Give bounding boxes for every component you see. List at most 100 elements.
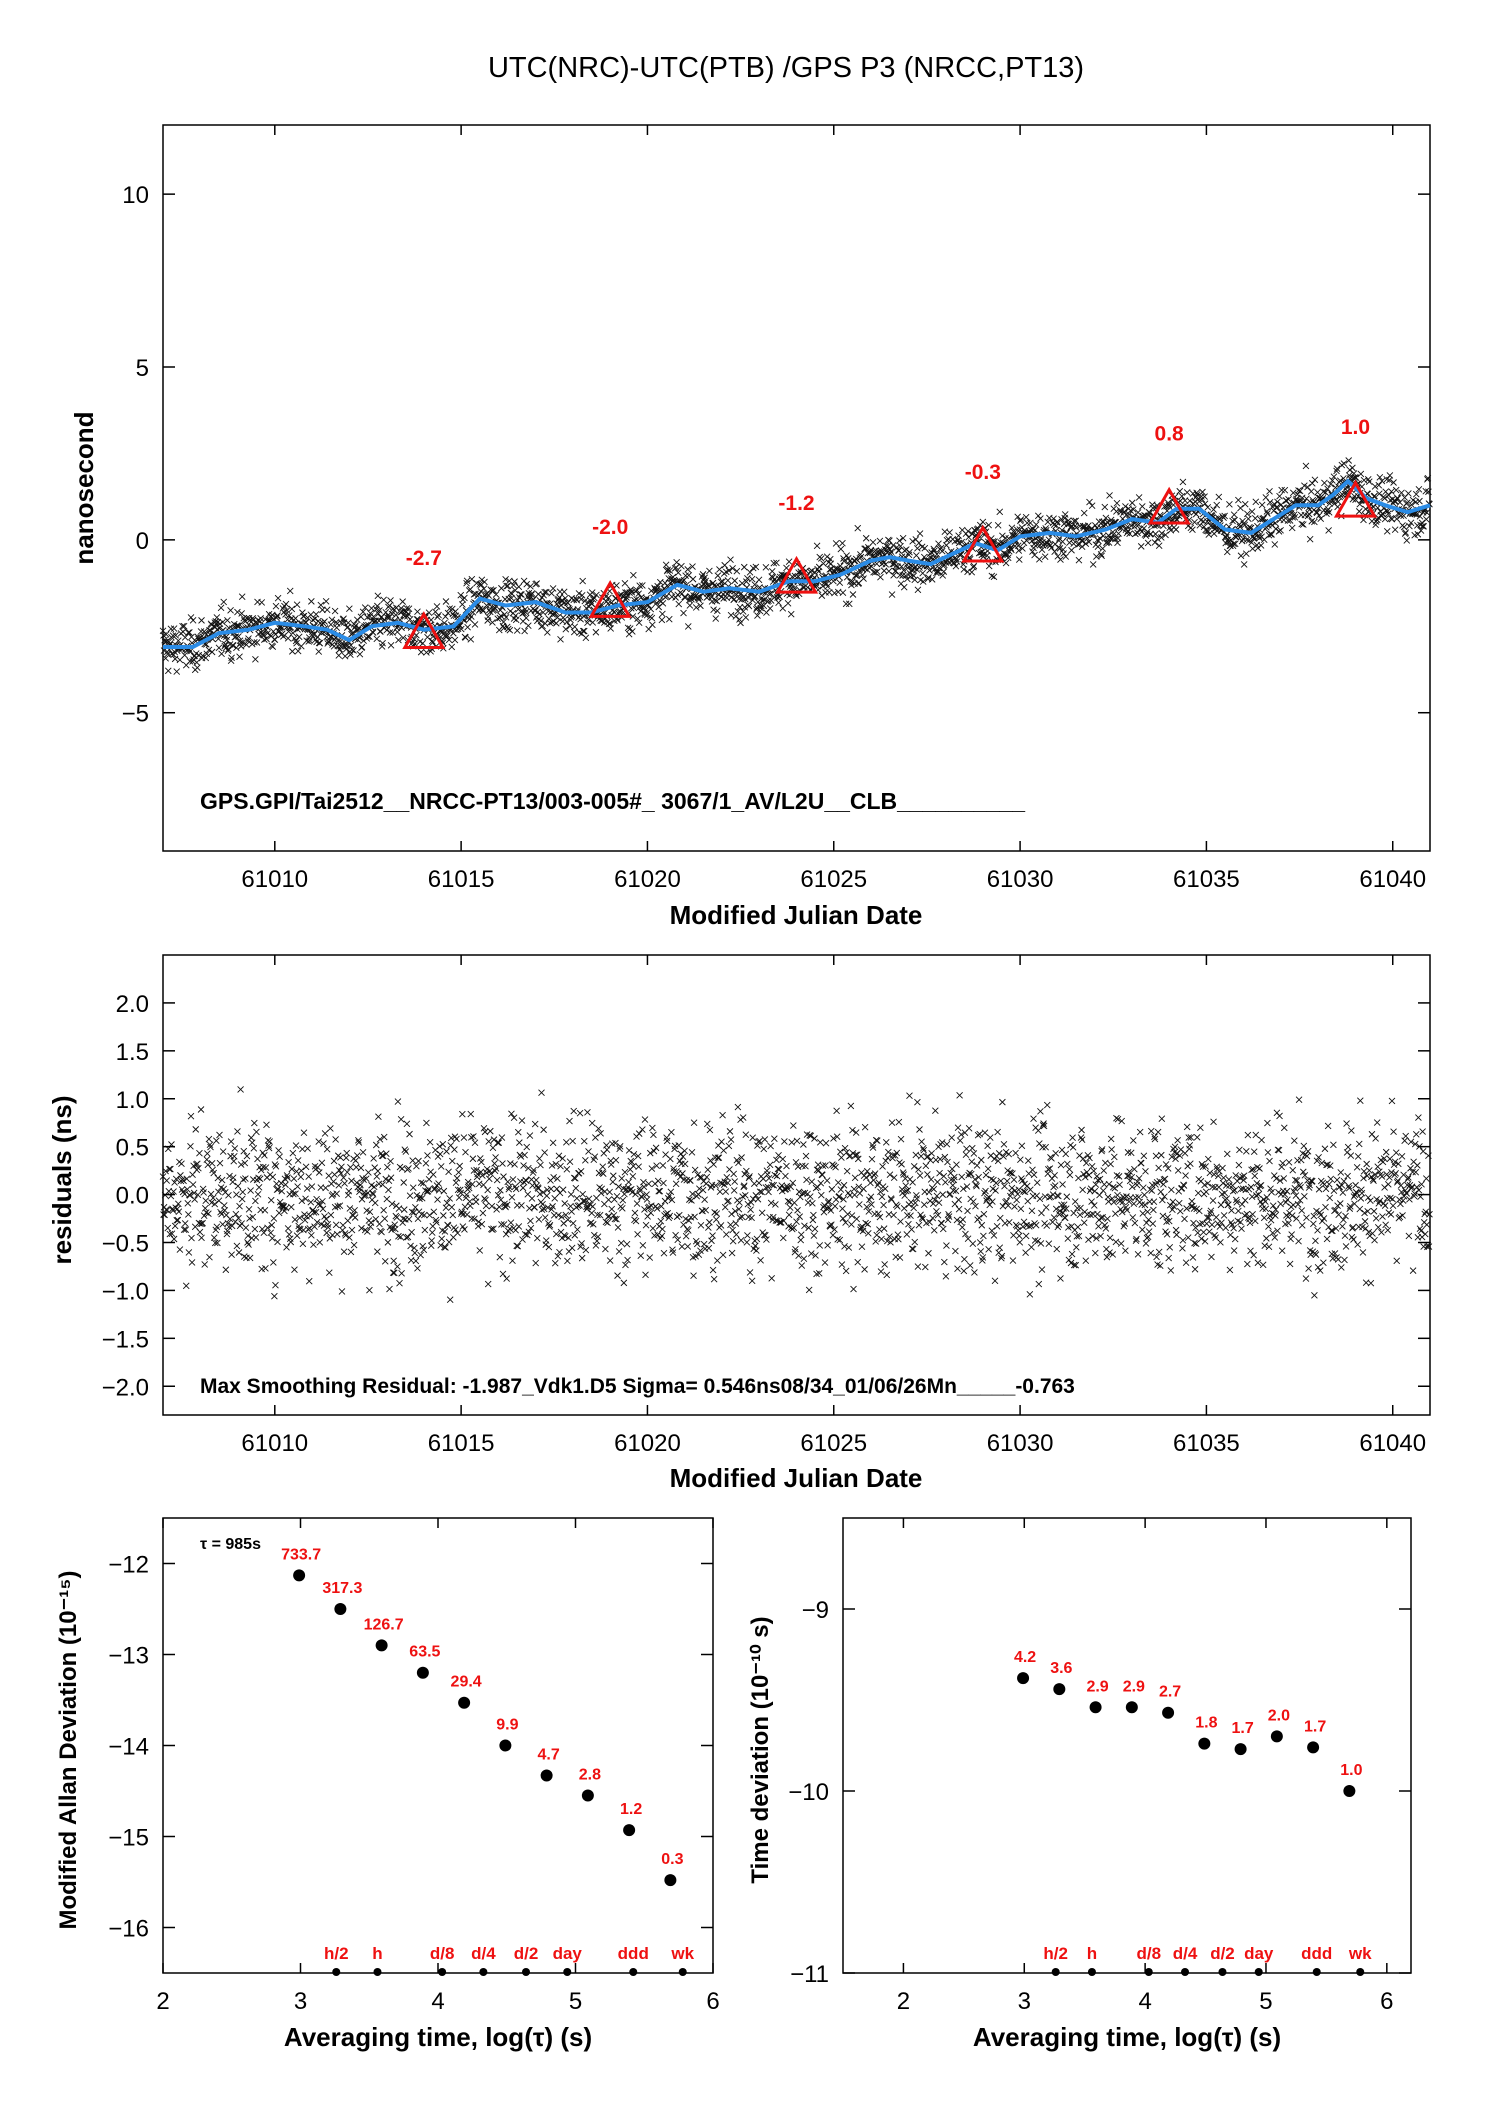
main-scatter-point bbox=[900, 583, 908, 591]
residuals-scatter-point bbox=[955, 1205, 963, 1213]
residuals-scatter-point bbox=[1265, 1223, 1272, 1230]
mdev-interval-markers: h/2 h d/8 d/4 d/2 day ddd wk bbox=[324, 1944, 695, 1976]
residuals-scatter-point bbox=[518, 1202, 525, 1209]
residuals-scatter-point bbox=[709, 1266, 717, 1274]
residuals-scatter-point bbox=[843, 1167, 851, 1175]
residuals-scatter-point bbox=[1246, 1219, 1254, 1227]
main-scatter-point bbox=[840, 557, 848, 565]
main-scatter-point bbox=[442, 613, 449, 620]
main-scatter-point bbox=[985, 562, 993, 570]
main-scatter-point bbox=[1075, 556, 1083, 564]
residuals-scatter-point bbox=[461, 1226, 468, 1233]
residuals-scatter-point bbox=[715, 1154, 723, 1161]
residuals-scatter-point bbox=[1071, 1198, 1079, 1205]
residuals-scatter-point bbox=[1326, 1194, 1334, 1202]
main-marker-label: -0.3 bbox=[965, 461, 1001, 484]
main-scatter-point bbox=[739, 608, 747, 615]
residuals-scatter-point bbox=[675, 1211, 683, 1219]
main-scatter-point bbox=[560, 588, 568, 596]
residuals-scatter-point bbox=[943, 1242, 950, 1249]
residuals-scatter-point bbox=[1312, 1237, 1319, 1245]
residuals-scatter-point bbox=[173, 1217, 181, 1224]
residuals-scatter-point bbox=[1042, 1143, 1049, 1151]
main-scatter-point bbox=[1137, 543, 1145, 550]
residuals-scatter-point bbox=[345, 1187, 353, 1195]
residuals-scatter-point bbox=[1176, 1152, 1184, 1159]
residuals-scatter-point bbox=[897, 1218, 904, 1225]
main-scatter-point bbox=[1115, 530, 1122, 537]
residuals-scatter-point bbox=[297, 1173, 305, 1181]
residuals-scatter-point bbox=[1359, 1249, 1367, 1256]
residuals-scatter-point bbox=[1297, 1156, 1305, 1164]
residuals-scatter-point bbox=[569, 1137, 576, 1145]
residuals-scatter-point bbox=[1029, 1166, 1036, 1174]
residuals-scatter-point bbox=[1402, 1132, 1410, 1140]
residuals-scatter-point bbox=[239, 1188, 247, 1196]
residuals-scatter-point bbox=[1059, 1181, 1066, 1188]
residuals-scatter-point bbox=[340, 1248, 348, 1256]
residuals-scatter-point bbox=[188, 1259, 196, 1266]
main-scatter-point bbox=[1113, 499, 1121, 507]
main-scatter-point bbox=[914, 586, 922, 594]
main-scatter-point bbox=[1135, 494, 1143, 501]
main-scatter-point bbox=[325, 638, 333, 646]
residuals-scatter-point bbox=[400, 1206, 408, 1213]
main-scatter-point bbox=[467, 636, 475, 643]
residuals-scatter-point bbox=[240, 1253, 248, 1260]
main-scatter-point bbox=[589, 619, 597, 626]
main-scatter-point bbox=[729, 565, 736, 572]
residuals-scatter-point bbox=[1388, 1097, 1396, 1105]
main-scatter-point bbox=[725, 567, 733, 574]
main-scatter-point bbox=[873, 568, 881, 576]
residuals-scatter-point bbox=[682, 1232, 690, 1240]
residuals-scatter-point bbox=[838, 1261, 846, 1268]
main-scatter-point bbox=[312, 611, 320, 618]
residuals-scatter-point bbox=[182, 1282, 190, 1290]
residuals-scatter-point bbox=[566, 1158, 574, 1165]
main-scatter-point bbox=[857, 551, 864, 558]
main-scatter-point bbox=[749, 596, 757, 604]
residuals-scatter-point bbox=[246, 1254, 254, 1262]
main-scatter-point bbox=[321, 618, 328, 625]
main-scatter-point bbox=[731, 577, 739, 585]
main-scatter-point bbox=[1306, 535, 1314, 543]
residuals-scatter-point bbox=[936, 1169, 943, 1177]
main-scatter-point bbox=[977, 549, 985, 556]
residuals-scatter-point bbox=[1242, 1147, 1250, 1155]
main-scatter-point bbox=[1058, 526, 1066, 534]
residuals-scatter-point bbox=[567, 1191, 575, 1198]
residuals-scatter-point bbox=[913, 1195, 921, 1202]
residuals-scatter-point bbox=[1250, 1148, 1258, 1155]
main-ytick-label: 0 bbox=[136, 528, 149, 555]
residuals-scatter-point bbox=[805, 1286, 813, 1294]
mdev-interval-label: wk bbox=[670, 1944, 694, 1963]
residuals-scatter-point bbox=[639, 1241, 647, 1249]
residuals-scatter-point bbox=[242, 1175, 249, 1182]
main-scatter-point bbox=[876, 537, 884, 545]
residuals-scatter-point bbox=[1028, 1243, 1035, 1251]
residuals-scatter-point bbox=[908, 1226, 915, 1233]
main-scatter-point bbox=[588, 600, 595, 607]
residuals-scatter-point bbox=[959, 1216, 967, 1223]
residuals-scatter-point bbox=[387, 1157, 394, 1165]
residuals-scatter-point bbox=[320, 1140, 327, 1147]
residuals-scatter-point bbox=[563, 1165, 571, 1173]
residuals-scatter-point bbox=[216, 1159, 224, 1167]
residuals-scatter-point bbox=[925, 1249, 932, 1257]
residuals-scatter-point bbox=[414, 1264, 421, 1272]
residuals-scatter-point bbox=[526, 1132, 534, 1139]
residuals-scatter-point bbox=[1033, 1179, 1041, 1186]
residuals-scatter-point bbox=[1333, 1176, 1341, 1184]
residuals-scatter-point bbox=[1344, 1143, 1352, 1151]
residuals-scatter-point bbox=[785, 1211, 793, 1219]
residuals-scatter-point bbox=[533, 1234, 541, 1242]
main-scatter-point bbox=[859, 571, 866, 579]
main-scatter-point bbox=[174, 637, 182, 644]
main-scatter-point bbox=[308, 598, 315, 605]
residuals-scatter-point bbox=[1036, 1195, 1044, 1203]
main-scatter-point bbox=[867, 548, 874, 555]
main-scatter-point bbox=[663, 567, 671, 575]
main-scatter-point bbox=[401, 613, 409, 620]
main-scatter-point bbox=[1032, 521, 1040, 528]
